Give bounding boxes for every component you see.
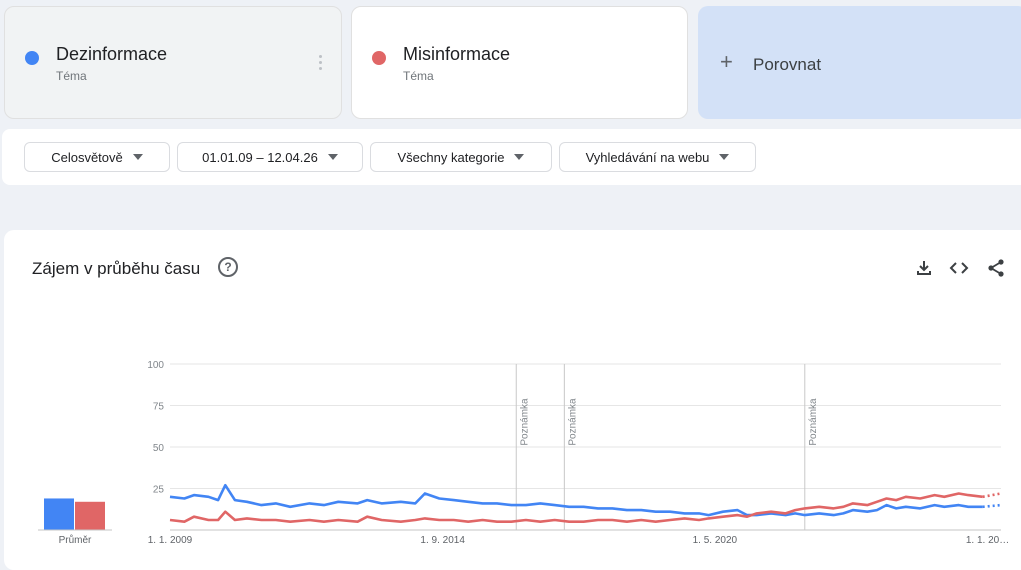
y-tick-label: 50 [153,443,165,454]
series-color-dot [372,51,386,65]
term-type: Téma [403,69,434,83]
filter-bar: Celosvětově 01.01.09 – 12.04.26 Všechny … [2,129,1021,185]
average-bar-dezinformace [44,498,74,530]
date-range-filter[interactable]: 01.01.09 – 12.04.26 [177,142,363,172]
date-range-label: 01.01.09 – 12.04.26 [202,149,318,165]
category-filter[interactable]: Všechny kategorie [370,142,552,172]
annotation-label: Poznámka [567,398,578,446]
term-name: Misinformace [403,44,511,64]
series-color-dot [25,51,39,65]
series-partial-line-dezinformace [982,503,1002,509]
x-tick-label: 1. 5. 2020 [693,535,738,546]
series-line-misinformace [169,492,983,523]
x-tick-label: 1. 1. 20… [966,535,1009,546]
y-tick-label: 75 [153,402,165,413]
caret-down-icon [327,154,338,160]
x-tick-label: 1. 9. 2014 [420,535,465,546]
chart-area: 25 50 75 100 Poznámka Poznámka Poznámka 1. 1. 2… [38,360,1009,546]
compare-button[interactable]: + Porovnat [698,6,1021,119]
embed-icon[interactable] [949,258,969,278]
interest-over-time-card: Zájem v průběhu času ? 25 50 75 100 Poznámka… [4,230,1021,570]
y-tick-label: 100 [147,360,164,371]
share-icon[interactable] [986,258,1006,278]
term-card-dezinformace[interactable]: Dezinformace Téma [4,6,342,119]
download-icon[interactable] [914,258,934,278]
search-type-label: Vyhledávání na webu [585,149,710,165]
search-type-filter[interactable]: Vyhledávání na webu [559,142,756,172]
chart-title: Zájem v průběhu času [32,259,201,278]
term-type: Téma [56,69,87,83]
average-bar-misinformace [75,501,105,530]
series-partial-line-misinformace [982,492,1002,499]
region-filter-label: Celosvětově [51,149,123,165]
term-card-misinformace[interactable]: Misinformace Téma [351,6,688,119]
help-icon[interactable]: ? [218,257,238,277]
caret-down-icon [514,154,525,160]
y-tick-label: 25 [153,485,165,496]
region-filter[interactable]: Celosvětově [24,142,170,172]
x-tick-label: 1. 1. 2009 [148,535,193,546]
plus-icon: + [720,49,733,74]
caret-down-icon [719,154,730,160]
series-line-dezinformace [169,483,983,517]
term-name: Dezinformace [56,44,168,64]
category-label: Všechny kategorie [397,149,505,165]
compare-label: Porovnat [753,55,822,74]
caret-down-icon [132,154,143,160]
annotation-label: Poznámka [808,398,819,446]
annotation-label: Poznámka [519,398,530,446]
more-options-icon[interactable] [319,55,323,73]
average-label: Průměr [59,534,92,546]
